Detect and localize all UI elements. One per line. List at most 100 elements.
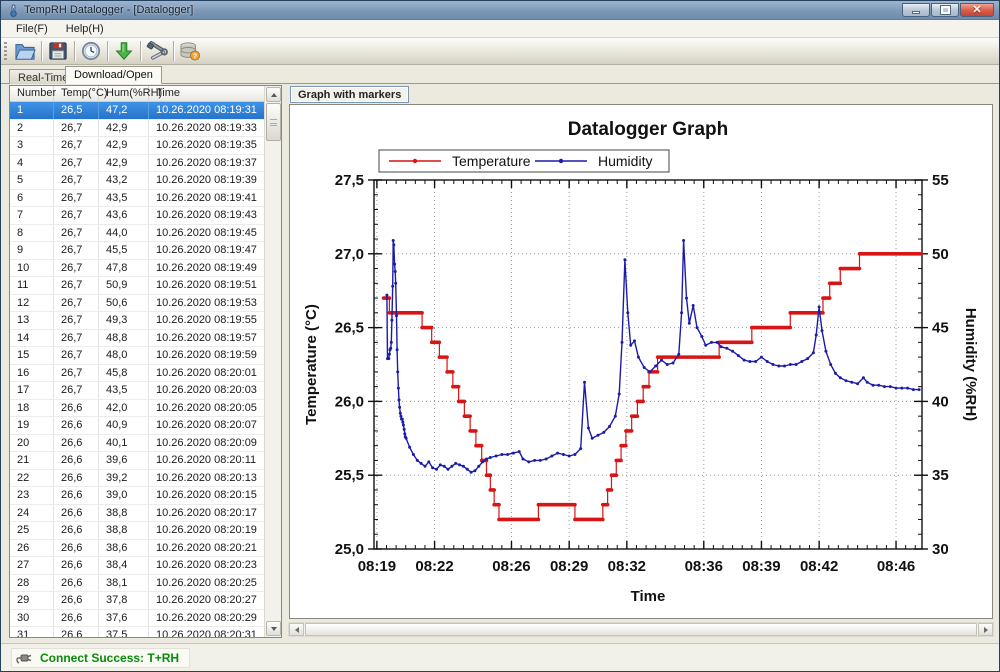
table-row[interactable]: 31 26,6 37,5 10.26.2020 08:20:31 — [10, 627, 264, 637]
download-data-button[interactable] — [110, 39, 138, 63]
table-cell: 42,9 — [99, 119, 149, 136]
scroll-left-arrow[interactable] — [289, 623, 304, 636]
table-row[interactable]: 2 26,7 42,9 10.26.2020 08:19:33 — [10, 119, 264, 137]
table-cell: 10.26.2020 08:20:19 — [156, 524, 257, 536]
table-row[interactable]: 4 26,7 42,9 10.26.2020 08:19:37 — [10, 154, 264, 172]
scroll-right-arrow[interactable] — [978, 623, 993, 636]
header-temp[interactable]: Temp(°C) — [54, 86, 108, 101]
table-row[interactable]: 8 26,7 44,0 10.26.2020 08:19:45 — [10, 224, 264, 242]
table-cell: 6 — [10, 189, 54, 206]
maximize-button[interactable] — [931, 3, 959, 17]
table-cell: 10.26.2020 08:20:15 — [156, 489, 257, 501]
table-row[interactable]: 27 26,6 38,4 10.26.2020 08:20:23 — [10, 557, 264, 575]
table-cell: 38,8 — [99, 522, 149, 539]
table-row[interactable]: 30 26,6 37,6 10.26.2020 08:20:29 — [10, 609, 264, 627]
scroll-up-arrow[interactable] — [266, 87, 281, 102]
save-button[interactable] — [44, 39, 72, 63]
table-cell: 44,0 — [99, 224, 149, 241]
table-row[interactable]: 28 26,6 38,1 10.26.2020 08:20:25 — [10, 574, 264, 592]
menu-help[interactable]: Help(H) — [65, 22, 104, 35]
table-row[interactable]: 12 26,7 50,6 10.26.2020 08:19:53 — [10, 294, 264, 312]
table-cell: 38,1 — [99, 574, 149, 591]
table-cell: 18 — [10, 399, 54, 416]
table-row[interactable]: 18 26,6 42,0 10.26.2020 08:20:05 — [10, 399, 264, 417]
graph-with-markers-button[interactable]: Graph with markers — [290, 86, 410, 103]
table-row[interactable]: 13 26,7 49,3 10.26.2020 08:19:55 — [10, 312, 264, 330]
main-area: Number Temp(°C) Hum(%RH) Time 1 26,5 47,2 1… — [1, 84, 999, 643]
table-cell: 48,8 — [99, 329, 149, 346]
table-cell: 10.26.2020 08:20:17 — [156, 506, 257, 519]
table-cell: 38,4 — [99, 557, 149, 574]
svg-text:26,5: 26,5 — [335, 320, 364, 337]
status-text: Connect Success: T+RH — [40, 650, 180, 665]
toolbar-separator — [173, 41, 174, 61]
table-row[interactable]: 20 26,6 40,1 10.26.2020 08:20:09 — [10, 434, 264, 452]
table-row[interactable]: 17 26,7 43,5 10.26.2020 08:20:03 — [10, 382, 264, 400]
table-row[interactable]: 22 26,6 39,2 10.26.2020 08:20:13 — [10, 469, 264, 487]
table-row[interactable]: 26 26,6 38,6 10.26.2020 08:20:21 — [10, 539, 264, 557]
menu-file[interactable]: File(F) — [16, 22, 48, 35]
table-body: 1 26,5 47,2 10.26.2020 08:19:31 2 26,7 42,9 10.… — [10, 102, 264, 637]
table-row[interactable]: 19 26,6 40,9 10.26.2020 08:20:07 — [10, 417, 264, 435]
graph-panel: Graph with markers 08:19 08:22 08:26 08:29 0… — [286, 85, 996, 638]
table-row[interactable]: 9 26,7 45,5 10.26.2020 08:19:47 — [10, 242, 264, 260]
table-row[interactable]: 15 26,7 48,0 10.26.2020 08:19:59 — [10, 347, 264, 365]
table-cell: 26,7 — [54, 364, 99, 381]
minimize-button[interactable] — [902, 3, 930, 17]
toolbar-separator — [140, 41, 141, 61]
data-help-button[interactable]: ? — [176, 39, 204, 63]
table-vertical-scrollbar[interactable] — [264, 86, 281, 637]
scroll-thumb[interactable] — [266, 103, 281, 141]
toolbar-grip[interactable] — [4, 42, 7, 60]
table-cell: 50,6 — [99, 294, 149, 311]
table-row[interactable]: 7 26,7 43,6 10.26.2020 08:19:43 — [10, 207, 264, 225]
table-row[interactable]: 16 26,7 45,8 10.26.2020 08:20:01 — [10, 364, 264, 382]
table-cell: 24 — [10, 504, 54, 521]
chart-horizontal-scrollbar[interactable] — [288, 622, 994, 637]
table-cell: 10.26.2020 08:20:13 — [156, 471, 257, 484]
table-cell: 10.26.2020 08:19:43 — [156, 209, 257, 221]
svg-text:Temperature (°C): Temperature (°C) — [303, 304, 320, 425]
tab-download-open[interactable]: Download/Open — [65, 66, 162, 84]
open-file-button[interactable] — [11, 39, 39, 63]
triangle-right-icon — [983, 626, 988, 633]
toolbar: ? — [1, 38, 999, 65]
table-cell: 26,6 — [54, 557, 99, 574]
close-button[interactable]: ✕ — [960, 3, 994, 17]
table-cell: 26,6 — [54, 469, 99, 486]
table-cell: 49,3 — [99, 312, 149, 329]
svg-text:55: 55 — [932, 172, 949, 189]
svg-text:08:46: 08:46 — [877, 558, 915, 575]
scroll-down-arrow[interactable] — [266, 621, 281, 636]
table-cell: 26,6 — [54, 487, 99, 504]
table-row[interactable]: 3 26,7 42,9 10.26.2020 08:19:35 — [10, 137, 264, 155]
table-cell: 14 — [10, 329, 54, 346]
table-cell: 26,6 — [54, 627, 99, 637]
table-row[interactable]: 1 26,5 47,2 10.26.2020 08:19:31 — [10, 102, 264, 120]
table-row[interactable]: 11 26,7 50,9 10.26.2020 08:19:51 — [10, 277, 264, 295]
table-row[interactable]: 5 26,7 43,2 10.26.2020 08:19:39 — [10, 172, 264, 190]
datalogger-chart: 08:19 08:22 08:26 08:29 08:32 08:36 08:39 08:42… — [303, 119, 979, 605]
svg-text:Datalogger Graph: Datalogger Graph — [568, 119, 728, 140]
header-hum[interactable]: Hum(%RH) — [99, 86, 162, 101]
table-cell: 10.26.2020 08:19:41 — [156, 191, 257, 204]
table-row[interactable]: 23 26,6 39,0 10.26.2020 08:20:15 — [10, 487, 264, 505]
table-cell: 9 — [10, 242, 54, 259]
table-row[interactable]: 10 26,7 47,8 10.26.2020 08:19:49 — [10, 259, 264, 277]
table-cell: 15 — [10, 347, 54, 364]
header-time[interactable]: Time — [156, 87, 181, 99]
table-cell: 26,7 — [54, 207, 99, 224]
table-row[interactable]: 21 26,6 39,6 10.26.2020 08:20:11 — [10, 452, 264, 470]
settings-button[interactable] — [143, 39, 171, 63]
header-number[interactable]: Number — [10, 86, 56, 101]
table-row[interactable]: 24 26,6 38,8 10.26.2020 08:20:17 — [10, 504, 264, 522]
table-cell: 39,0 — [99, 487, 149, 504]
table-row[interactable]: 29 26,6 37,8 10.26.2020 08:20:27 — [10, 592, 264, 610]
table-cell: 10.26.2020 08:19:33 — [156, 121, 257, 134]
table-row[interactable]: 14 26,7 48,8 10.26.2020 08:19:57 — [10, 329, 264, 347]
table-row[interactable]: 25 26,6 38,8 10.26.2020 08:20:19 — [10, 522, 264, 540]
table-row[interactable]: 6 26,7 43,5 10.26.2020 08:19:41 — [10, 189, 264, 207]
table-cell: 26,7 — [54, 137, 99, 154]
time-sync-button[interactable] — [77, 39, 105, 63]
hscroll-thumb[interactable] — [305, 623, 977, 636]
